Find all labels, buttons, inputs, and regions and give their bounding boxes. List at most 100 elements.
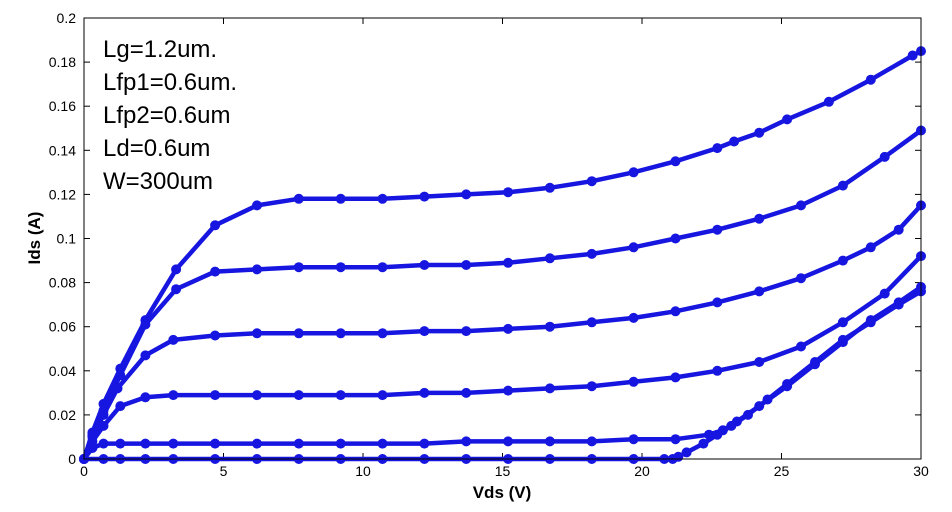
series-line bbox=[81, 253, 924, 462]
data-point bbox=[115, 438, 126, 449]
series-line bbox=[81, 284, 924, 462]
y-axis-label: Ids (A) bbox=[25, 212, 44, 265]
x-tick-label: 15 bbox=[495, 463, 511, 479]
data-point bbox=[377, 328, 388, 339]
data-point bbox=[252, 390, 262, 401]
data-point bbox=[544, 182, 555, 193]
y-tick-label: 0.06 bbox=[49, 319, 76, 335]
data-point bbox=[335, 328, 346, 339]
data-point bbox=[893, 224, 904, 235]
y-tick-label: 0.18 bbox=[49, 54, 76, 70]
data-point bbox=[461, 189, 472, 200]
data-point bbox=[810, 357, 820, 367]
x-tick-label: 20 bbox=[634, 463, 650, 479]
data-point bbox=[628, 434, 639, 445]
data-point bbox=[670, 306, 681, 317]
y-tick-label: 0.14 bbox=[49, 142, 76, 158]
data-point bbox=[168, 390, 179, 401]
x-tick-label: 0 bbox=[80, 463, 88, 479]
series-line bbox=[81, 48, 924, 462]
data-point bbox=[377, 262, 388, 273]
series-2 bbox=[79, 125, 926, 464]
data-point bbox=[893, 299, 904, 310]
data-point bbox=[503, 257, 514, 268]
data-point bbox=[503, 385, 514, 396]
y-tick-label: 0.1 bbox=[57, 231, 77, 247]
data-point bbox=[823, 96, 834, 107]
data-point bbox=[712, 224, 723, 235]
data-point bbox=[729, 136, 740, 147]
data-point bbox=[293, 438, 304, 449]
data-point bbox=[712, 429, 723, 440]
annotation-line: W=300um bbox=[103, 168, 213, 195]
data-point bbox=[796, 273, 806, 284]
data-point bbox=[754, 213, 765, 224]
plot-area-frame bbox=[83, 17, 922, 460]
data-point bbox=[879, 151, 890, 162]
data-point bbox=[586, 381, 597, 392]
data-point bbox=[419, 326, 430, 337]
x-axis-label: Vds (V) bbox=[473, 483, 532, 502]
data-point bbox=[837, 255, 848, 266]
annotation-box: Lg=1.2um. Lfp1=0.6um. Lfp2=0.6um Ld=0.6um W=… bbox=[103, 36, 237, 195]
series-line bbox=[81, 203, 924, 462]
x-tick-labels: 0 5 10 15 20 25 30 bbox=[80, 18, 929, 479]
series-1 bbox=[79, 46, 926, 464]
series-3 bbox=[79, 200, 926, 464]
data-point bbox=[503, 323, 514, 334]
data-point bbox=[115, 401, 126, 412]
series-line bbox=[81, 289, 924, 462]
data-point bbox=[586, 248, 597, 259]
data-point bbox=[837, 180, 848, 191]
data-point bbox=[754, 286, 765, 297]
data-point bbox=[754, 357, 765, 367]
data-point bbox=[544, 436, 555, 447]
series-6 bbox=[79, 286, 926, 464]
series-line bbox=[81, 128, 924, 462]
data-point bbox=[503, 187, 514, 198]
y-tick-label: 0.2 bbox=[57, 10, 77, 26]
x-tick-label: 25 bbox=[774, 463, 790, 479]
y-tick-label: 0.02 bbox=[49, 407, 76, 423]
data-point bbox=[140, 392, 151, 403]
data-point bbox=[252, 264, 262, 275]
data-point bbox=[865, 317, 876, 328]
data-point bbox=[210, 330, 221, 341]
data-point bbox=[461, 326, 472, 337]
data-point bbox=[140, 438, 151, 449]
data-point bbox=[419, 260, 430, 270]
data-point bbox=[681, 447, 692, 458]
data-point bbox=[252, 438, 262, 449]
data-point bbox=[670, 372, 681, 383]
x-tick-label: 10 bbox=[355, 463, 371, 479]
y-tick-labels: 0 0.02 0.04 0.06 0.08 0.1 0.12 0.14 0.16 0.18 0.2 bbox=[49, 10, 921, 467]
data-point bbox=[712, 297, 723, 308]
data-point bbox=[171, 264, 182, 275]
data-point bbox=[628, 167, 639, 178]
data-point bbox=[743, 409, 753, 420]
data-point bbox=[293, 262, 304, 273]
data-point bbox=[670, 156, 681, 167]
data-point bbox=[628, 242, 639, 253]
data-point bbox=[544, 253, 555, 264]
data-point bbox=[865, 74, 876, 85]
data-point bbox=[293, 328, 304, 339]
data-point bbox=[335, 262, 346, 273]
data-point bbox=[98, 420, 109, 431]
data-point bbox=[796, 341, 806, 352]
annotation-line: Lfp1=0.6um. bbox=[103, 69, 237, 96]
data-point bbox=[335, 438, 346, 449]
data-point bbox=[210, 390, 221, 401]
data-point bbox=[907, 50, 918, 61]
data-point bbox=[782, 114, 793, 125]
data-point bbox=[98, 409, 109, 420]
annotation-line: Lg=1.2um. bbox=[103, 36, 217, 63]
data-point bbox=[754, 127, 765, 138]
x-tick-label: 5 bbox=[220, 463, 228, 479]
data-point bbox=[293, 390, 304, 401]
data-point bbox=[586, 436, 597, 447]
data-point bbox=[419, 438, 430, 449]
data-point bbox=[796, 200, 806, 211]
data-point bbox=[168, 438, 179, 449]
